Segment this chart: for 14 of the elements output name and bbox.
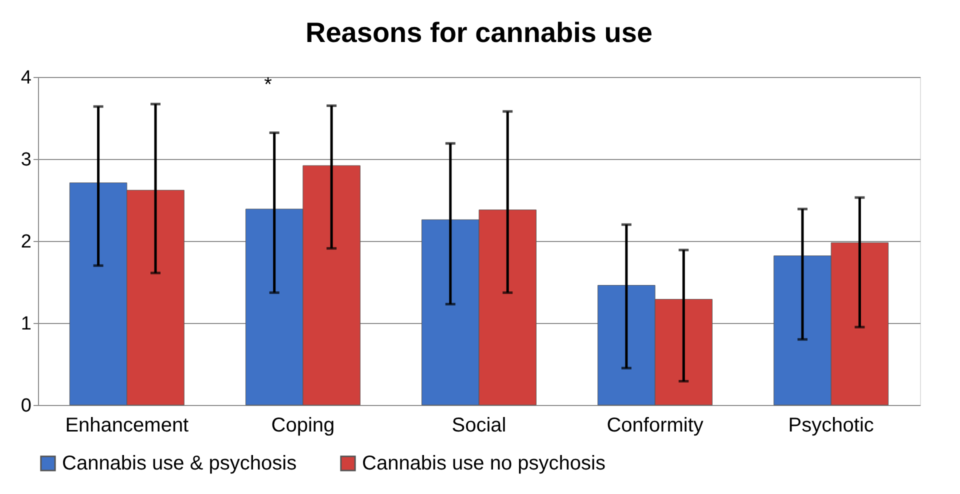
legend-label: Cannabis use no psychosis [362, 452, 606, 474]
y-tick-label: 0 [20, 396, 32, 416]
x-tick-label: Psychotic [788, 414, 874, 436]
legend-label: Cannabis use & psychosis [62, 452, 297, 474]
y-tick-label: 3 [20, 150, 32, 170]
x-tick-label: Enhancement [65, 414, 190, 436]
annotation: * [264, 74, 272, 96]
y-tick-label: 1 [20, 314, 32, 334]
x-tick-label: Social [452, 414, 506, 436]
y-tick-label: 2 [20, 232, 32, 252]
x-tick-label: Coping [271, 414, 335, 436]
chart-title: Reasons for cannabis use [305, 17, 653, 48]
y-tick-label: 4 [20, 68, 32, 88]
x-tick-label: Conformity [606, 414, 704, 436]
